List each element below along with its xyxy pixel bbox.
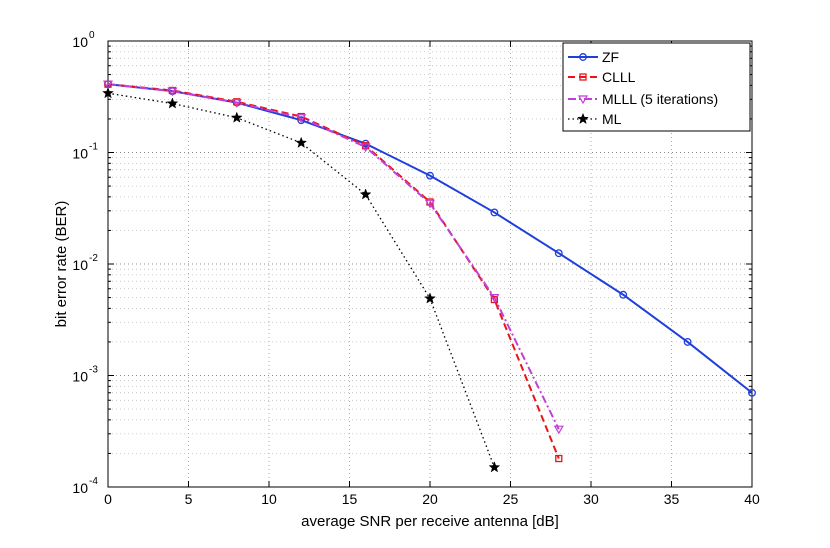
data-point-ml bbox=[424, 292, 436, 304]
legend-marker-clll bbox=[579, 73, 587, 81]
y-axis-label: bit error rate (BER) bbox=[53, 201, 70, 328]
x-tick-label: 5 bbox=[185, 491, 193, 507]
data-point-clll bbox=[555, 454, 563, 463]
data-point-ml bbox=[230, 111, 243, 123]
y-tick-exponent: -2 bbox=[89, 253, 98, 264]
legend-marker-ml bbox=[577, 112, 589, 125]
data-point-mlll bbox=[424, 199, 436, 209]
data-point-ml bbox=[359, 188, 372, 200]
x-tick-label: 40 bbox=[744, 491, 760, 507]
y-tick-exponent: -3 bbox=[89, 365, 98, 376]
data-point-mlll bbox=[231, 99, 242, 108]
data-point-mlll bbox=[167, 87, 178, 97]
data-point-zf bbox=[619, 290, 628, 299]
series-line-mlll bbox=[107, 83, 560, 430]
data-point-zf bbox=[748, 388, 756, 397]
y-tick-label: 10 -3 bbox=[72, 365, 98, 385]
legend-label-zf: ZF bbox=[602, 49, 619, 65]
x-tick-label: 30 bbox=[583, 491, 599, 507]
data-point-mlll bbox=[553, 425, 564, 435]
data-point-ml bbox=[295, 136, 308, 148]
x-axis-label: average SNR per receive antenna [dB] bbox=[301, 513, 559, 530]
data-point-mlll bbox=[489, 293, 500, 303]
y-tick-base: 10 bbox=[72, 257, 88, 273]
y-tick-base: 10 bbox=[72, 480, 88, 496]
data-point-ml bbox=[102, 87, 114, 99]
data-point-mlll bbox=[360, 143, 371, 153]
x-tick-label: 10 bbox=[261, 491, 277, 507]
data-point-mlll bbox=[102, 80, 114, 90]
data-point-zf bbox=[490, 208, 499, 217]
data-point-zf bbox=[554, 249, 563, 258]
legend-marker-mlll bbox=[577, 95, 589, 105]
legend-samples bbox=[568, 53, 598, 125]
x-tick-label: 0 bbox=[104, 491, 112, 507]
x-tick-label: 20 bbox=[422, 491, 438, 507]
y-tick-base: 10 bbox=[72, 146, 88, 162]
y-tick-label: 10 -2 bbox=[72, 253, 98, 273]
y-tick-label: 10 -1 bbox=[72, 142, 98, 162]
legend-marker-zf bbox=[579, 53, 587, 61]
data-point-ml bbox=[488, 461, 501, 473]
x-tick-label: 35 bbox=[664, 491, 680, 507]
series-markers bbox=[102, 80, 756, 473]
y-tick-label: 10 -4 bbox=[72, 476, 98, 496]
y-tick-label: 10 0 bbox=[72, 30, 95, 50]
data-point-zf bbox=[683, 337, 692, 346]
x-tick-label: 25 bbox=[503, 491, 519, 507]
data-point-ml bbox=[166, 97, 179, 109]
legend-label-ml: ML bbox=[602, 111, 622, 127]
y-tick-exponent: -1 bbox=[89, 142, 98, 153]
y-tick-exponent: 0 bbox=[89, 30, 95, 41]
data-point-zf bbox=[426, 171, 434, 180]
legend-label-mlll: MLLL (5 iterations) bbox=[602, 91, 718, 107]
legend: ZF CLLL MLLL (5 iterations) ML bbox=[562, 42, 751, 132]
series-line-clll bbox=[107, 83, 560, 459]
y-tick-base: 10 bbox=[72, 34, 88, 50]
x-tick-label: 15 bbox=[342, 491, 358, 507]
data-point-mlll bbox=[296, 114, 307, 123]
y-tick-exponent: -4 bbox=[89, 476, 98, 487]
legend-label-clll: CLLL bbox=[602, 69, 636, 85]
y-tick-base: 10 bbox=[72, 369, 88, 385]
